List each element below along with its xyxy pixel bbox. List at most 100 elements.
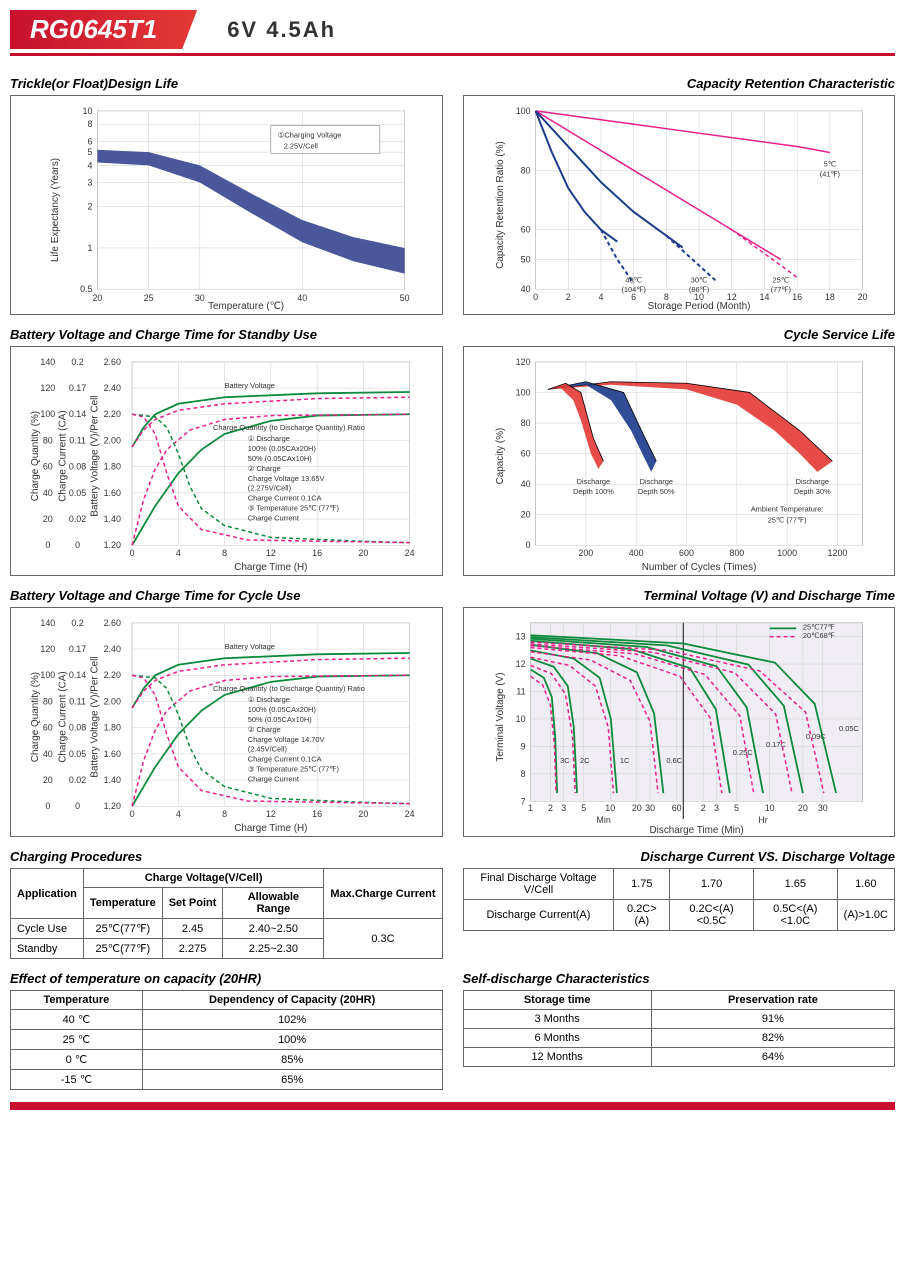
- svg-text:40: 40: [43, 749, 53, 759]
- th: Application: [11, 869, 84, 919]
- svg-text:0: 0: [45, 540, 50, 550]
- cycle-use-section: Battery Voltage and Charge Time for Cycl…: [10, 588, 443, 837]
- td: 1.75: [614, 869, 670, 900]
- svg-text:20: 20: [857, 292, 867, 302]
- svg-text:50% (0.05CAx10H): 50% (0.05CAx10H): [248, 715, 312, 724]
- terminal-section: Terminal Voltage (V) and Discharge Time …: [463, 588, 896, 837]
- standby-chart: 04812162024001.20200.021.40400.051.60600…: [10, 346, 443, 576]
- section-title: Cycle Service Life: [463, 327, 896, 342]
- svg-text:(2.45V/Cell): (2.45V/Cell): [248, 745, 288, 754]
- svg-text:Charge Current 0.1CA: Charge Current 0.1CA: [248, 494, 322, 503]
- svg-text:Charge Quantity (to Discharge: Charge Quantity (to Discharge Quantity) …: [213, 684, 365, 693]
- svg-text:1: 1: [88, 243, 93, 253]
- svg-text:② Charge: ② Charge: [248, 725, 281, 734]
- svg-text:1.40: 1.40: [104, 775, 121, 785]
- svg-text:1000: 1000: [777, 548, 797, 558]
- svg-text:10: 10: [764, 803, 774, 813]
- svg-text:Charge Time (H): Charge Time (H): [234, 562, 307, 573]
- svg-text:①Charging Voltage: ①Charging Voltage: [278, 131, 342, 140]
- svg-text:5: 5: [581, 803, 586, 813]
- td: 1.70: [670, 869, 754, 900]
- td: -15 ℃: [11, 1070, 143, 1090]
- svg-text:40: 40: [297, 293, 307, 303]
- svg-text:1: 1: [528, 803, 533, 813]
- svg-text:0: 0: [130, 809, 135, 819]
- svg-text:30: 30: [817, 803, 827, 813]
- retention-chart: 0246810121416182040506080100 5℃(41℉)25℃(…: [463, 95, 896, 315]
- svg-text:Discharge: Discharge: [639, 477, 672, 486]
- svg-text:Charge Voltage 13.65V: Charge Voltage 13.65V: [248, 474, 325, 483]
- svg-text:Depth 100%: Depth 100%: [572, 487, 613, 496]
- svg-text:0.25C: 0.25C: [732, 748, 752, 757]
- section-title: Battery Voltage and Charge Time for Stan…: [10, 327, 443, 342]
- svg-text:Charge Quantity (%): Charge Quantity (%): [30, 411, 41, 501]
- svg-text:0.2: 0.2: [71, 618, 83, 628]
- discharge-voltage: Discharge Current VS. Discharge Voltage …: [463, 849, 896, 959]
- td: 3 Months: [463, 1010, 651, 1029]
- svg-text:25℃ (77℉): 25℃ (77℉): [767, 515, 806, 524]
- td: 40 ℃: [11, 1010, 143, 1030]
- svg-text:20: 20: [92, 293, 102, 303]
- svg-text:12: 12: [266, 809, 276, 819]
- svg-text:10: 10: [605, 803, 615, 813]
- svg-text:400: 400: [628, 548, 643, 558]
- svg-text:0: 0: [525, 540, 530, 550]
- svg-text:16: 16: [312, 548, 322, 558]
- svg-text:20: 20: [358, 809, 368, 819]
- th: Preservation rate: [651, 991, 894, 1010]
- section-title: Battery Voltage and Charge Time for Cycl…: [10, 588, 443, 603]
- svg-text:40℃: 40℃: [625, 275, 642, 284]
- svg-text:0.02: 0.02: [69, 775, 86, 785]
- svg-text:0.08: 0.08: [69, 462, 86, 472]
- td: 0.2C>(A): [614, 900, 670, 931]
- svg-text:80: 80: [520, 165, 530, 175]
- section-title: Trickle(or Float)Design Life: [10, 76, 443, 91]
- self-discharge: Self-discharge Characteristics Storage t…: [463, 971, 896, 1090]
- svg-text:0: 0: [130, 548, 135, 558]
- svg-text:25: 25: [144, 293, 154, 303]
- svg-text:0.11: 0.11: [69, 435, 86, 445]
- cycle-life-section: Cycle Service Life 200400600800100012000…: [463, 327, 896, 576]
- svg-text:100: 100: [515, 387, 530, 397]
- svg-text:1.60: 1.60: [104, 749, 121, 759]
- svg-text:0.14: 0.14: [69, 409, 86, 419]
- svg-text:Ambient Temperature:: Ambient Temperature:: [750, 505, 823, 514]
- svg-text:1C: 1C: [619, 756, 629, 765]
- td: 100%: [142, 1030, 442, 1050]
- svg-text:Charge Current (CA): Charge Current (CA): [58, 410, 69, 501]
- th: Dependency of Capacity (20HR): [142, 991, 442, 1010]
- svg-text:100: 100: [40, 670, 55, 680]
- td: Standby: [11, 939, 84, 959]
- svg-text:③ Temperature 25℃ (77℉): ③ Temperature 25℃ (77℉): [248, 504, 340, 513]
- trickle-chart: 0.51234568102025304050 ①Charging Voltage…: [10, 95, 443, 315]
- svg-text:Charge Quantity (%): Charge Quantity (%): [30, 672, 41, 762]
- td: Discharge Current(A): [463, 900, 614, 931]
- svg-text:50: 50: [520, 254, 530, 264]
- spec-label: 6V 4.5Ah: [227, 17, 336, 43]
- td: 0.2C<(A)<0.5C: [670, 900, 754, 931]
- th: Max.Charge Current: [324, 869, 442, 919]
- svg-text:(86℉): (86℉): [688, 285, 709, 294]
- td: 25℃(77℉): [83, 939, 162, 959]
- svg-text:2.25V/Cell: 2.25V/Cell: [284, 142, 319, 151]
- td: Final Discharge Voltage V/Cell: [463, 869, 614, 900]
- svg-text:4: 4: [176, 809, 181, 819]
- svg-text:140: 140: [40, 357, 55, 367]
- svg-text:13: 13: [515, 632, 525, 642]
- svg-text:Min: Min: [596, 815, 610, 825]
- svg-text:4: 4: [598, 292, 603, 302]
- svg-text:100: 100: [40, 409, 55, 419]
- svg-text:1.40: 1.40: [104, 514, 121, 524]
- svg-text:Charge Current 0.1CA: Charge Current 0.1CA: [248, 755, 322, 764]
- th: Set Point: [162, 888, 223, 919]
- svg-text:16: 16: [792, 292, 802, 302]
- svg-text:100% (0.05CAx20H): 100% (0.05CAx20H): [248, 444, 317, 453]
- svg-text:0.05: 0.05: [69, 749, 86, 759]
- svg-text:12: 12: [515, 659, 525, 669]
- svg-text:140: 140: [40, 618, 55, 628]
- svg-text:1.60: 1.60: [104, 488, 121, 498]
- svg-text:5: 5: [88, 147, 93, 157]
- svg-text:40: 40: [520, 284, 530, 294]
- svg-text:40: 40: [43, 488, 53, 498]
- section-title: Charging Procedures: [10, 849, 443, 864]
